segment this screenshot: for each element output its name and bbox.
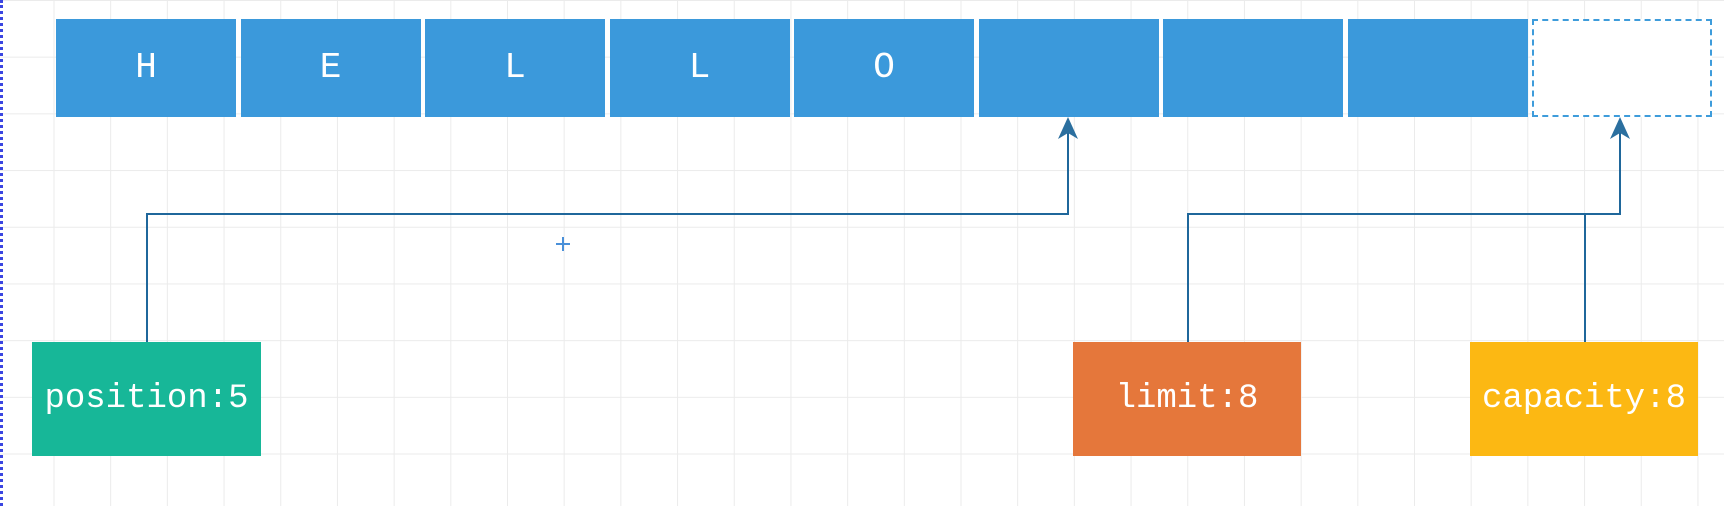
position-arrowhead-icon: [1058, 117, 1078, 139]
limit-label: limit:8: [1115, 380, 1259, 418]
capacity-label: capacity:8: [1481, 380, 1687, 418]
buffer-cell-5[interactable]: [978, 19, 1159, 117]
buffer-cell-6[interactable]: [1163, 19, 1343, 117]
capacity-box[interactable]: capacity:8: [1470, 342, 1698, 456]
position-box[interactable]: position:5: [32, 342, 261, 456]
buffer-cell-8-dashed[interactable]: [1532, 19, 1712, 117]
crosshair-icon: [556, 237, 570, 251]
cell-letter: L: [688, 47, 711, 88]
position-label: position:5: [44, 380, 249, 418]
cell-letter: E: [319, 47, 342, 88]
limit-connector[interactable]: [1187, 124, 1621, 342]
limit-box[interactable]: limit:8: [1073, 342, 1301, 456]
cell-letter: L: [504, 47, 526, 88]
limit-capacity-arrowhead-icon: [1610, 117, 1630, 139]
buffer-cell-4[interactable]: O: [794, 19, 974, 117]
cell-letter: O: [873, 47, 895, 88]
page-guide-line: [0, 0, 3, 506]
buffer-cell-1[interactable]: E: [240, 19, 421, 117]
buffer-cell-2[interactable]: L: [425, 19, 605, 117]
buffer-cell-7[interactable]: [1347, 19, 1528, 117]
buffer-cell-3[interactable]: L: [609, 19, 790, 117]
position-connector[interactable]: [146, 124, 1069, 342]
cell-letter: H: [135, 47, 157, 88]
buffer-cell-0[interactable]: H: [56, 19, 236, 117]
